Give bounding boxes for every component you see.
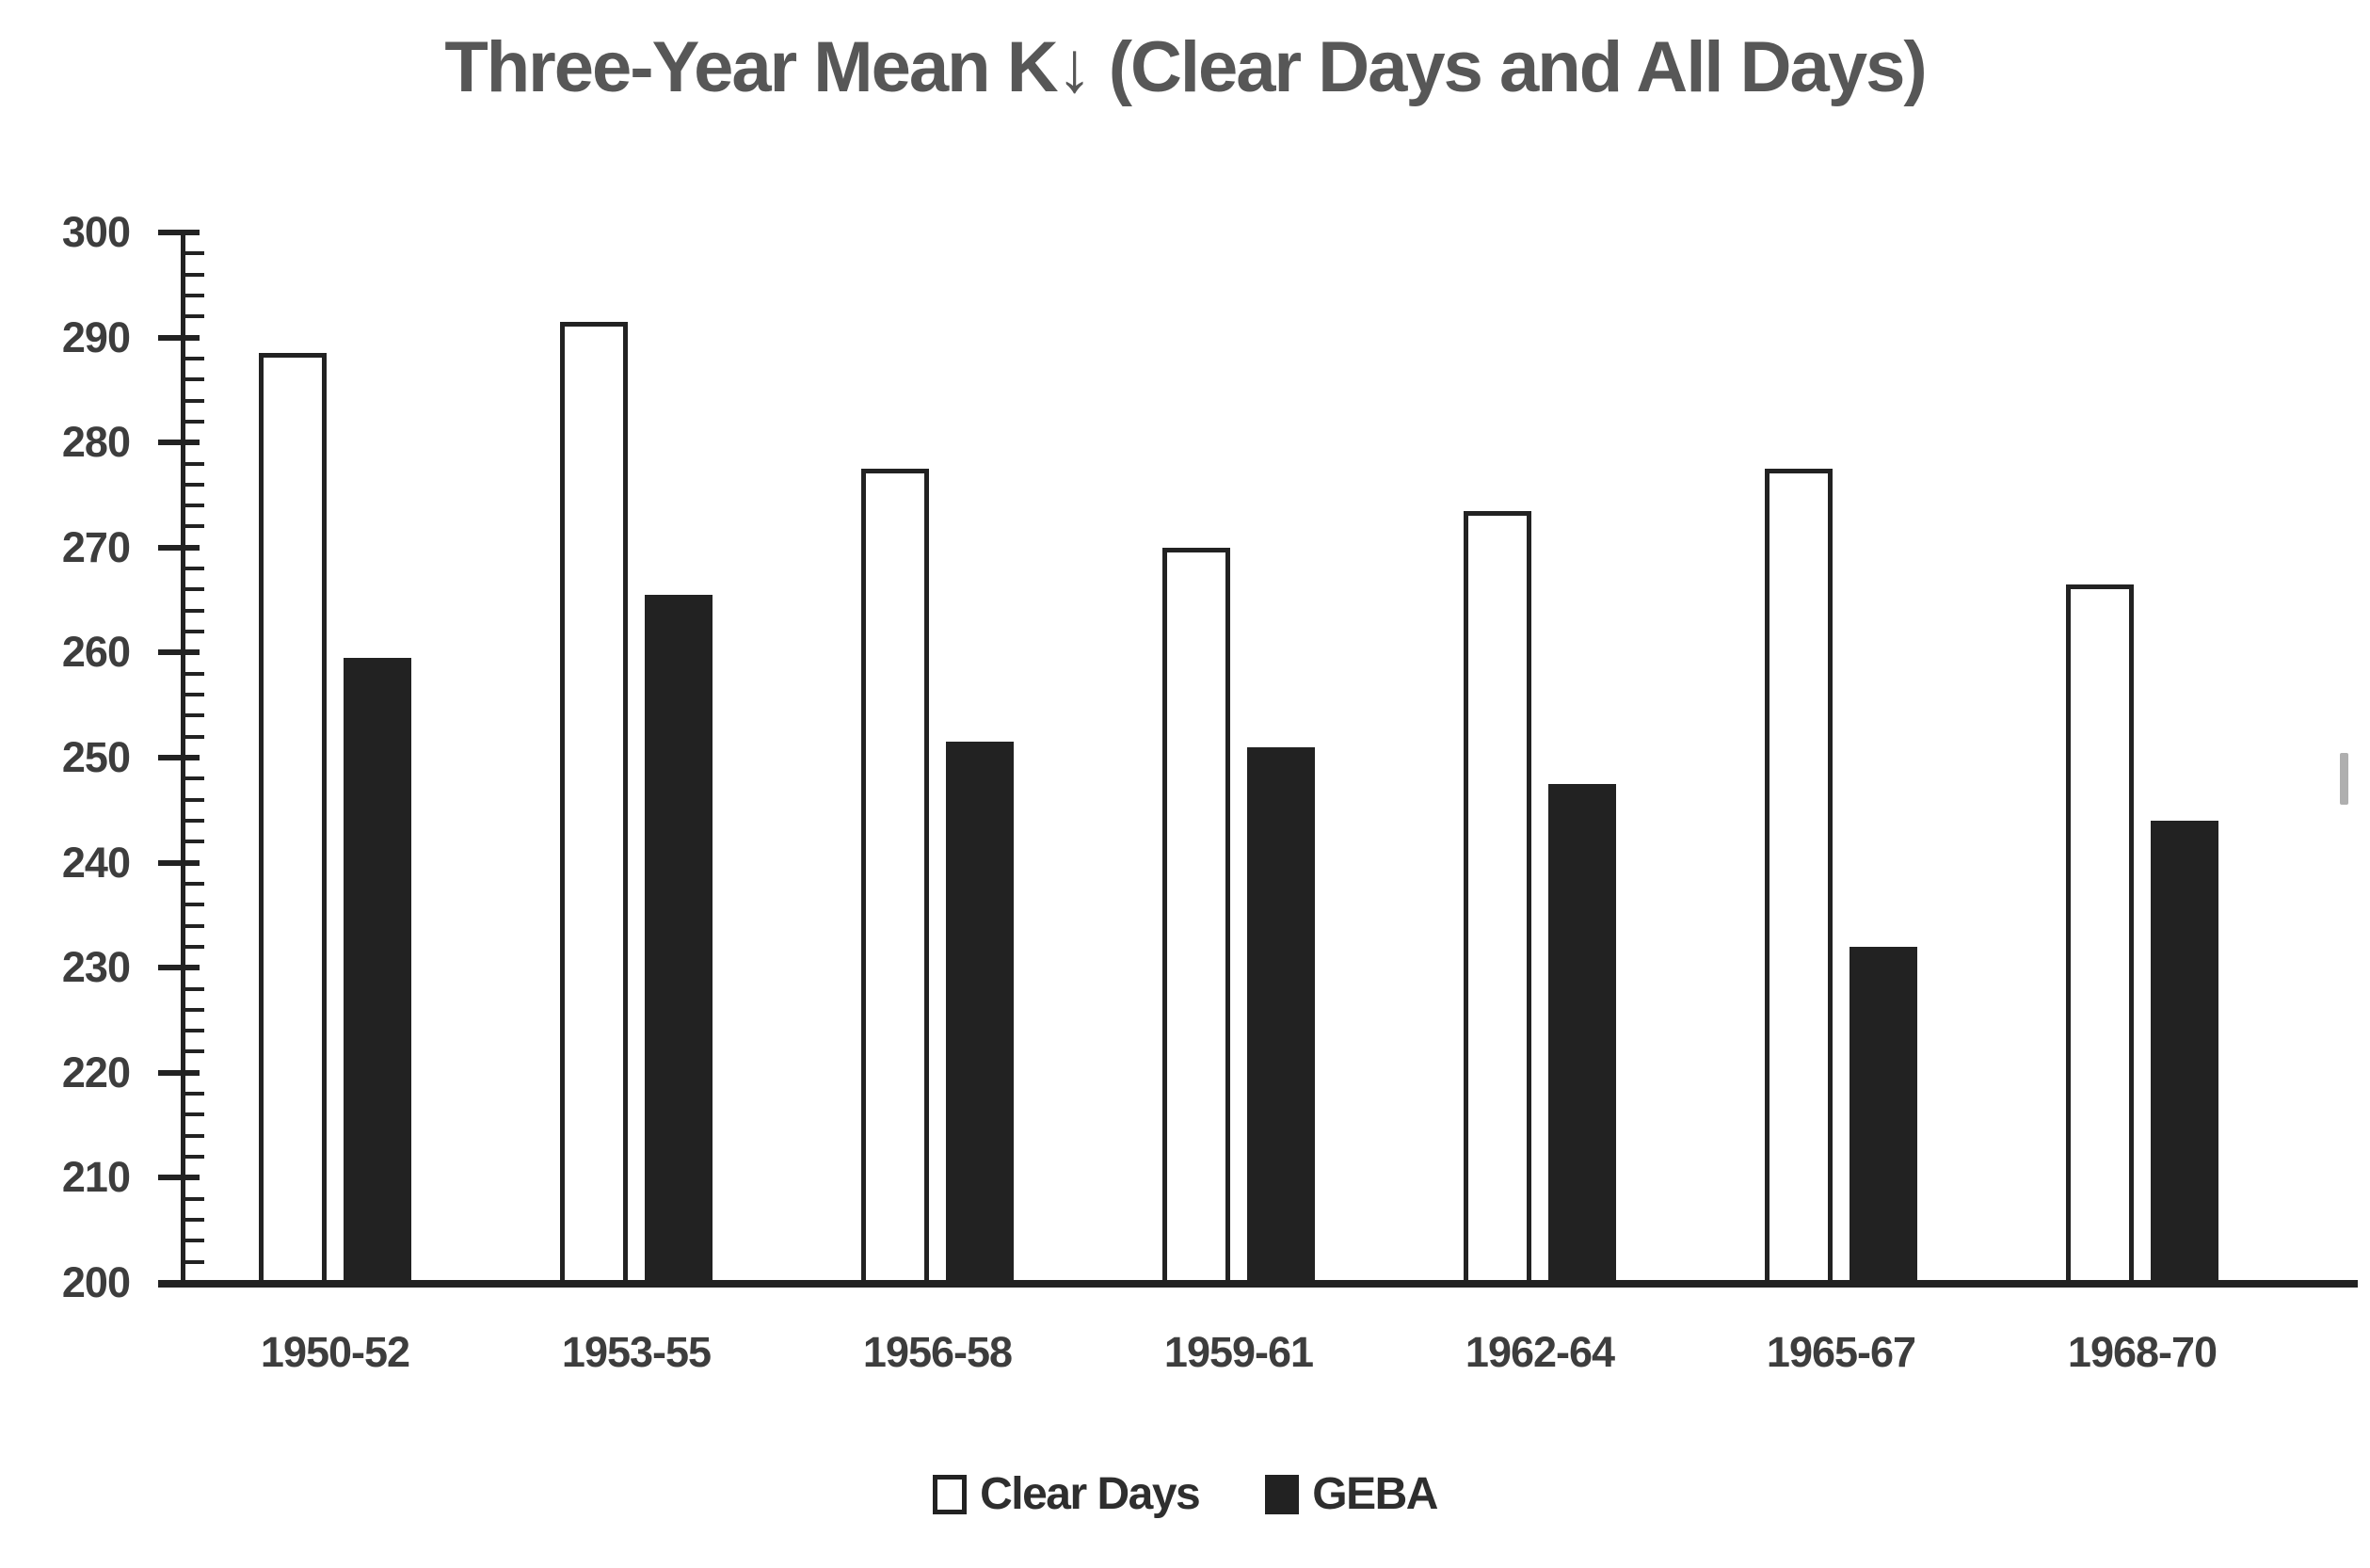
y-minor-tick-226	[185, 1007, 204, 1012]
y-major-tick-260	[158, 649, 200, 656]
bar-clear-days-1956-58	[861, 469, 929, 1286]
y-minor-tick-248	[185, 776, 204, 781]
y-tick-label-240: 240	[61, 838, 131, 887]
y-minor-tick-208	[185, 1196, 204, 1201]
y-minor-tick-244	[185, 818, 204, 823]
bar-clear-days-1965-67	[1765, 469, 1833, 1286]
y-minor-tick-202	[185, 1259, 204, 1264]
y-minor-tick-234	[185, 923, 204, 928]
bar-clear-days-1950-52	[259, 353, 327, 1286]
y-tick-label-200: 200	[61, 1258, 131, 1306]
y-minor-tick-276	[185, 482, 204, 487]
bar-geba-1968-70	[2151, 820, 2218, 1286]
y-minor-tick-282	[185, 419, 204, 424]
y-major-tick-210	[158, 1175, 200, 1181]
y-major-tick-290	[158, 334, 200, 341]
y-minor-tick-288	[185, 356, 204, 360]
y-minor-tick-216	[185, 1112, 204, 1117]
bar-clear-days-1959-61	[1162, 547, 1230, 1286]
x-category-label-1965-67: 1965-67	[1766, 1328, 1916, 1376]
y-minor-tick-224	[185, 1029, 204, 1033]
y-minor-tick-284	[185, 398, 204, 403]
y-minor-tick-238	[185, 881, 204, 886]
x-category-label-1968-70: 1968-70	[2067, 1328, 2218, 1376]
y-major-tick-220	[158, 1069, 200, 1076]
y-minor-tick-278	[185, 461, 204, 466]
bar-geba-1953-55	[645, 595, 713, 1286]
bar-geba-1956-58	[946, 742, 1014, 1286]
y-major-tick-250	[158, 755, 200, 760]
x-category-label-1956-58: 1956-58	[862, 1328, 1013, 1376]
y-minor-tick-266	[185, 587, 204, 592]
y-minor-tick-298	[185, 251, 204, 256]
y-minor-tick-222	[185, 1049, 204, 1054]
legend: Clear Days GEBA	[0, 1468, 2370, 1520]
y-minor-tick-292	[185, 314, 204, 319]
legend-swatch-geba	[1265, 1474, 1300, 1514]
bar-geba-1950-52	[344, 657, 411, 1286]
y-minor-tick-256	[185, 693, 204, 697]
y-minor-tick-268	[185, 567, 204, 571]
chart-title: Three-Year Mean K↓ (Clear Days and All D…	[444, 27, 1927, 107]
bar-geba-1965-67	[1850, 946, 1917, 1286]
y-tick-label-290: 290	[61, 312, 131, 361]
x-category-label-1962-64: 1962-64	[1465, 1328, 1615, 1376]
legend-label-geba: GEBA	[1312, 1469, 1438, 1519]
y-major-tick-300	[158, 230, 200, 235]
bar-geba-1959-61	[1247, 746, 1315, 1286]
y-tick-label-300: 300	[61, 208, 131, 256]
legend-swatch-clear-days	[933, 1474, 968, 1514]
y-minor-tick-236	[185, 903, 204, 907]
bar-clear-days-1968-70	[2066, 584, 2134, 1286]
y-minor-tick-286	[185, 377, 204, 382]
y-tick-label-210: 210	[61, 1153, 131, 1202]
y-minor-tick-206	[185, 1218, 204, 1223]
y-minor-tick-232	[185, 944, 204, 949]
y-minor-tick-272	[185, 524, 204, 529]
y-tick-label-250: 250	[61, 733, 131, 781]
x-category-label-1953-55: 1953-55	[561, 1328, 712, 1376]
y-minor-tick-218	[185, 1092, 204, 1096]
y-minor-tick-254	[185, 713, 204, 718]
y-tick-label-280: 280	[61, 418, 131, 467]
y-tick-label-270: 270	[61, 522, 131, 571]
y-minor-tick-228	[185, 986, 204, 991]
y-minor-tick-204	[185, 1239, 204, 1243]
y-minor-tick-242	[185, 840, 204, 844]
y-major-tick-230	[158, 965, 200, 971]
y-minor-tick-212	[185, 1155, 204, 1160]
bar-geba-1962-64	[1548, 783, 1616, 1286]
bar-clear-days-1953-55	[560, 321, 628, 1286]
y-minor-tick-264	[185, 608, 204, 613]
y-minor-tick-246	[185, 797, 204, 802]
legend-label-clear-days: Clear Days	[980, 1469, 1201, 1519]
y-minor-tick-294	[185, 293, 204, 297]
x-category-label-1950-52: 1950-52	[260, 1328, 410, 1376]
bar-clear-days-1962-64	[1464, 510, 1531, 1286]
y-minor-tick-252	[185, 734, 204, 739]
y-minor-tick-214	[185, 1133, 204, 1138]
right-edge-artifact	[2340, 753, 2348, 805]
x-category-label-1959-61: 1959-61	[1163, 1328, 1314, 1376]
y-tick-label-220: 220	[61, 1048, 131, 1096]
y-minor-tick-262	[185, 630, 204, 634]
y-major-tick-280	[158, 440, 200, 446]
y-minor-tick-258	[185, 671, 204, 676]
y-major-tick-240	[158, 859, 200, 866]
y-minor-tick-296	[185, 272, 204, 277]
y-tick-label-260: 260	[61, 628, 131, 677]
y-major-tick-270	[158, 544, 200, 551]
y-minor-tick-274	[185, 504, 204, 508]
x-axis-line	[158, 1280, 2358, 1288]
y-tick-label-230: 230	[61, 943, 131, 992]
